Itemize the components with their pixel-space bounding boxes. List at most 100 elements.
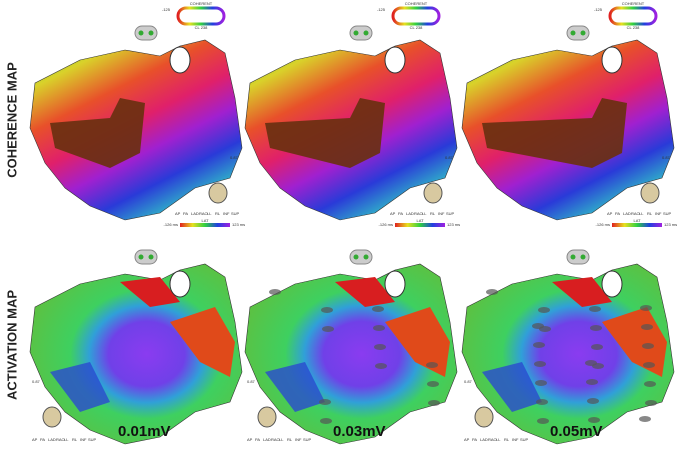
lat-max: 123 ms — [232, 222, 245, 227]
low-voltage-spot — [585, 360, 597, 366]
coherence-min: -125 — [162, 7, 171, 12]
valve-hole — [169, 46, 191, 74]
activation-panel: 0.87 AP PA LAD RAO LL RL INF SUP 0.05mV — [461, 249, 675, 445]
icon-dot — [363, 254, 369, 260]
heart-icon — [257, 406, 277, 428]
late-area — [552, 277, 612, 307]
low-voltage-spot — [372, 306, 384, 312]
low-voltage-spot — [426, 362, 438, 368]
low-voltage-spot — [644, 381, 656, 387]
low-voltage-spot — [428, 400, 440, 406]
valve-hole — [601, 270, 623, 298]
voltage-max: 0.87 — [32, 379, 41, 384]
view-label: RAO — [271, 437, 280, 442]
lat-min: -126 ms — [379, 222, 393, 227]
icon-dot — [570, 254, 576, 260]
view-label: RAO — [56, 437, 65, 442]
view-label: LL — [422, 211, 427, 216]
coherence-ring — [176, 6, 226, 26]
low-voltage-spot — [588, 417, 600, 423]
low-voltage-spot — [641, 324, 653, 330]
view-label: SUP — [88, 437, 97, 442]
late-area — [170, 307, 235, 377]
coherence-panel: COHERENT -125 CL 238 0.87 AP PA LAD RAO LL RL INF S… — [244, 1, 460, 227]
low-coherence-area — [50, 98, 145, 168]
view-label: RAO — [631, 211, 640, 216]
view-label: LL — [639, 211, 644, 216]
low-voltage-spot — [538, 307, 550, 313]
low-voltage-spot — [375, 363, 387, 369]
view-label: LAD — [480, 437, 488, 442]
view-icon — [566, 25, 590, 41]
view-label: PA — [255, 437, 260, 442]
view-label: AP — [607, 211, 613, 216]
view-icon — [134, 25, 158, 41]
threshold-label: 0.03mV — [333, 423, 386, 440]
lat-max: 123 ms — [447, 222, 460, 227]
view-label: PA — [615, 211, 620, 216]
low-voltage-spot — [373, 325, 385, 331]
view-label: INF — [438, 211, 445, 216]
low-voltage-spot — [587, 398, 599, 404]
threshold-label: 0.05mV — [550, 423, 603, 440]
heart-icon — [42, 406, 62, 428]
view-label: AP — [175, 211, 181, 216]
icon-dot — [353, 254, 359, 260]
voltage-max: 0.87 — [464, 379, 473, 384]
heart-icon — [208, 182, 228, 204]
view-label: SUP — [520, 437, 529, 442]
view-label: RAO — [414, 211, 423, 216]
view-label: LL — [496, 437, 501, 442]
valve-hole — [169, 270, 191, 298]
view-label: LAD — [48, 437, 56, 442]
coherence-ring — [608, 6, 658, 26]
coherence-panel: COHERENT -125 CL 238 0.87 AP PA LAD RAO LL RL INF S… — [461, 1, 677, 227]
low-voltage-spot — [534, 361, 546, 367]
low-voltage-spot — [536, 399, 548, 405]
valve-hole — [601, 46, 623, 74]
lat-max: 123 ms — [664, 222, 677, 227]
late-area — [602, 307, 667, 377]
view-label: RL — [215, 211, 221, 216]
view-label: AP — [390, 211, 396, 216]
lat-bar — [180, 223, 230, 227]
coherence-cl: CL 238 — [410, 25, 424, 30]
low-voltage-spot — [589, 306, 601, 312]
activation-panel: 0.87 AP PA LAD RAO LL RL INF SUP 0.01mV — [29, 249, 243, 445]
view-label: RL — [72, 437, 78, 442]
coherence-panel: COHERENT -125 CL 238 0.87 AP PA LAD RAO LL RL INF S… — [29, 1, 245, 227]
lat-bar — [395, 223, 445, 227]
view-label: INF — [655, 211, 662, 216]
low-voltage-spot — [427, 381, 439, 387]
icon-dot — [138, 30, 144, 36]
row-label: ACTIVATION MAP — [4, 290, 19, 400]
late-area — [335, 277, 395, 307]
view-label: INF — [295, 437, 302, 442]
heart-icon — [474, 406, 494, 428]
view-label: RL — [647, 211, 653, 216]
view-label: INF — [80, 437, 87, 442]
view-label: SUP — [303, 437, 312, 442]
threshold-label: 0.01mV — [118, 423, 171, 440]
view-label: SUP — [446, 211, 455, 216]
view-label: RAO — [199, 211, 208, 216]
early-area — [50, 362, 110, 412]
coherence-min: -125 — [377, 7, 386, 12]
voltage-max: 0.87 — [230, 155, 239, 160]
view-label: PA — [398, 211, 403, 216]
coherence-cl: CL 238 — [195, 25, 209, 30]
lat-min: -126 ms — [596, 222, 610, 227]
valve-hole — [384, 46, 406, 74]
low-voltage-spot — [590, 325, 602, 331]
low-voltage-spot — [321, 307, 333, 313]
view-label: LAD — [191, 211, 199, 216]
lat-min: -126 ms — [164, 222, 178, 227]
low-voltage-spot — [486, 289, 498, 295]
view-label: AP — [32, 437, 38, 442]
low-voltage-spot — [322, 326, 334, 332]
early-area — [265, 362, 325, 412]
low-voltage-spot — [320, 418, 332, 424]
low-voltage-spot — [537, 418, 549, 424]
view-label: LL — [207, 211, 212, 216]
